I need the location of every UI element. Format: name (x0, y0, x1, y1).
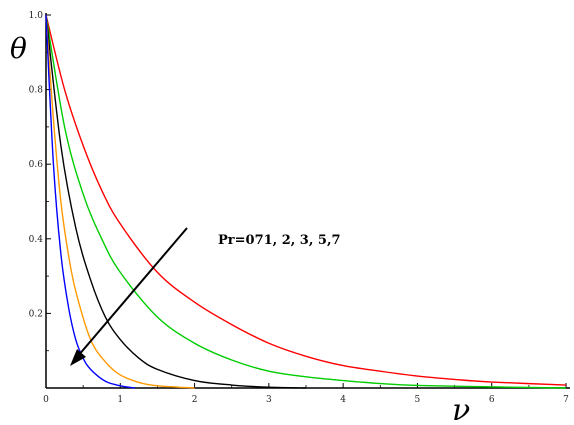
x-tick-label: 2 (192, 395, 198, 405)
x-axis-title: ν (452, 393, 470, 425)
y-tick-label: 0.6 (29, 160, 44, 170)
x-tick-label: 0 (43, 395, 49, 405)
series-line-1 (45, 14, 567, 386)
x-tick-label: 4 (340, 395, 346, 405)
annotation-group: Pr=071, 2, 3, 5,7 (70, 227, 341, 366)
annotation-arrow-shaft (77, 227, 188, 357)
axes (45, 13, 570, 389)
x-tick-label: 7 (563, 395, 569, 405)
series-line-3 (45, 14, 307, 389)
ticks: 0 1 2 3 4 5 6 7 0.2 0.4 0.6 0.8 1.0 (29, 11, 569, 405)
series-line-2 (45, 14, 567, 389)
annotation-label: Pr=071, 2, 3, 5,7 (218, 233, 341, 248)
y-tick-label: 0.8 (29, 86, 44, 96)
x-tick-label: 1 (117, 395, 123, 405)
y-axis-title: θ (10, 32, 27, 65)
x-tick-label: 6 (489, 395, 495, 405)
y-tick-label: 0.4 (29, 235, 44, 245)
series-line-5 (45, 14, 136, 389)
y-tick-label: 0.2 (29, 309, 43, 319)
series-lines (45, 14, 567, 389)
annotation-arrowhead (70, 349, 86, 366)
x-tick-label: 3 (266, 395, 272, 405)
x-tick-label: 5 (415, 395, 421, 405)
series-line-4 (45, 14, 195, 389)
y-tick-label: 1.0 (29, 11, 44, 21)
